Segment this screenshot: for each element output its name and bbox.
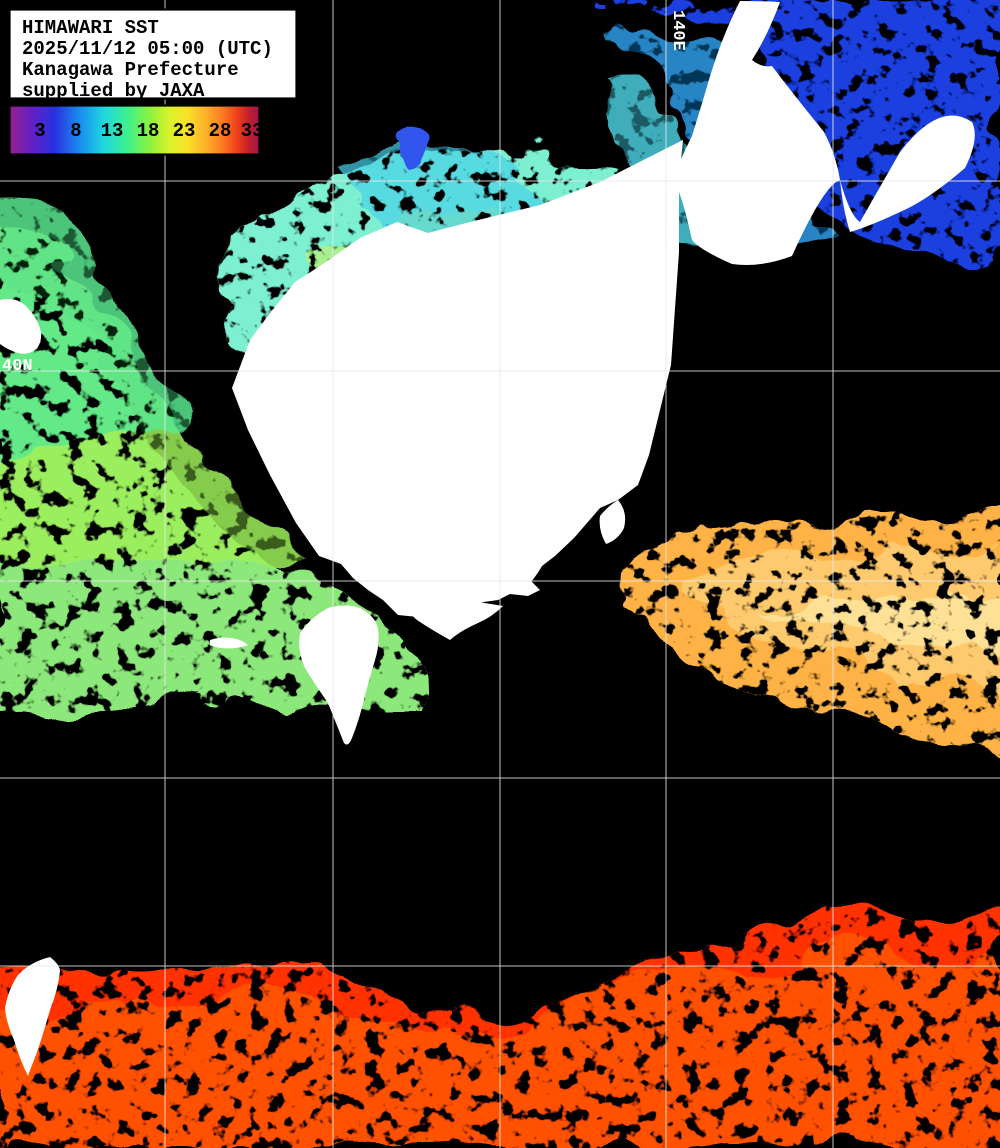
svg-text:23: 23 bbox=[173, 120, 196, 142]
svg-text:HIMAWARI SST: HIMAWARI SST bbox=[22, 17, 159, 39]
svg-text:8: 8 bbox=[70, 120, 81, 142]
svg-text:33: 33 bbox=[241, 120, 264, 142]
svg-text:3: 3 bbox=[34, 120, 45, 142]
svg-text:13: 13 bbox=[101, 120, 124, 142]
svg-text:28: 28 bbox=[209, 120, 232, 142]
svg-text:Kanagawa Prefecture: Kanagawa Prefecture bbox=[22, 59, 239, 81]
svg-text:40N: 40N bbox=[2, 357, 33, 376]
svg-text:2025/11/12 05:00 (UTC): 2025/11/12 05:00 (UTC) bbox=[22, 38, 273, 60]
svg-text:supplied by JAXA: supplied by JAXA bbox=[22, 80, 205, 102]
svg-text:18: 18 bbox=[137, 120, 160, 142]
svg-text:140E: 140E bbox=[668, 10, 687, 51]
